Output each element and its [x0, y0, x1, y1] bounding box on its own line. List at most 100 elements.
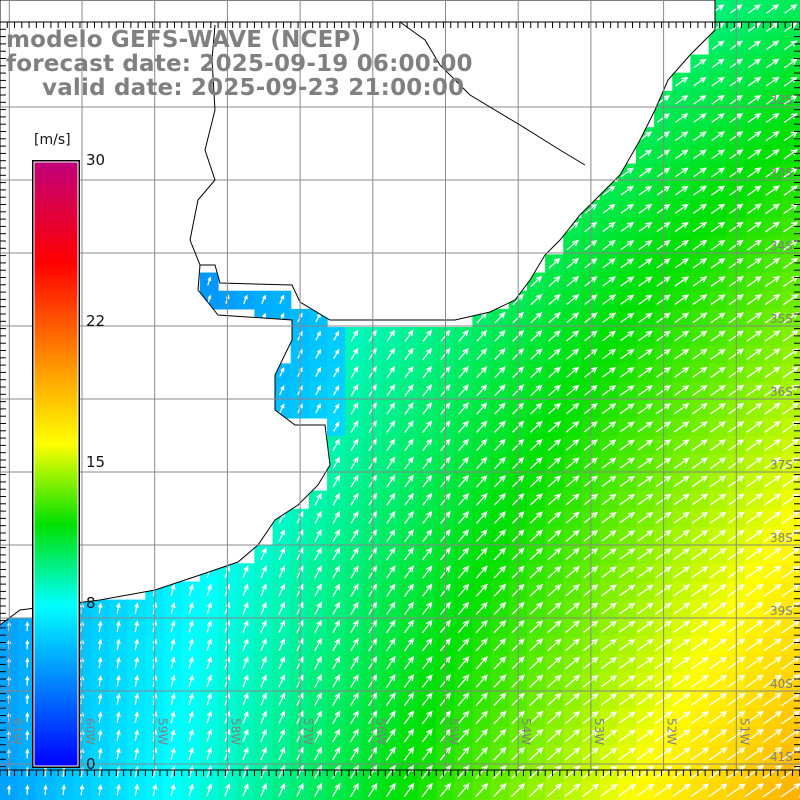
wind-arrow [421, 637, 433, 652]
wind-arrow [242, 565, 249, 579]
wind-arrow [673, 511, 691, 524]
wind-arrow [242, 601, 249, 615]
country-border [399, 21, 586, 166]
wind-arrow [188, 710, 194, 724]
wind-arrow [638, 167, 653, 178]
wind-arrow [188, 728, 194, 742]
wind-arrow [601, 529, 617, 542]
wind-arrow [619, 421, 635, 433]
wind-arrow [386, 601, 396, 616]
wind-arrow [493, 710, 507, 725]
wind-arrow [529, 746, 544, 761]
wind-arrow [764, 366, 781, 379]
wind-arrow [188, 692, 194, 706]
wind-arrow [692, 258, 708, 269]
colorbar-tick-label: 22 [86, 312, 106, 331]
wind-arrow [386, 492, 396, 506]
wind-arrow [673, 493, 690, 506]
wind-arrow [547, 710, 562, 725]
wind-arrow [620, 294, 635, 305]
wind-arrow [691, 620, 709, 633]
wind-arrow [475, 565, 488, 579]
wind-arrow [315, 403, 321, 414]
wind-arrow [422, 438, 433, 452]
wind-arrow [636, 675, 655, 688]
wind-arrow [638, 348, 653, 360]
wind-arrow [350, 438, 359, 452]
wind-arrow [746, 257, 763, 269]
wind-arrow [422, 474, 433, 488]
wind-arrow [134, 783, 140, 796]
wind-arrow [548, 293, 561, 306]
wind-arrow [404, 565, 414, 579]
wind-arrow [475, 674, 488, 688]
wind-arrow [333, 330, 340, 341]
wind-arrow [781, 511, 800, 525]
wind-arrow [350, 528, 359, 543]
wind-arrow [619, 620, 636, 633]
wind-arrow [385, 674, 396, 688]
wind-arrow [493, 656, 507, 670]
wind-arrow [332, 492, 341, 506]
wind-arrow [637, 620, 654, 633]
wind-arrow [333, 348, 340, 359]
wind-arrow [278, 601, 286, 615]
wind-arrow [674, 294, 690, 305]
wind-arrow [566, 330, 580, 342]
wind-arrow [565, 565, 581, 579]
wind-arrow [690, 674, 709, 688]
wind-arrow [278, 619, 286, 633]
wind-arrow [764, 294, 781, 306]
wind-arrow [693, 113, 707, 123]
wind-arrow [763, 565, 782, 579]
wind-arrow [709, 439, 727, 451]
wind-arrow [458, 329, 469, 342]
wind-arrow [673, 529, 691, 542]
wind-arrow [709, 584, 727, 597]
wind-arrow [458, 402, 469, 415]
wind-arrow [620, 167, 634, 178]
wind-arrow [386, 365, 396, 379]
wind-arrow [116, 620, 121, 632]
wind-arrow [565, 656, 581, 670]
wind-arrow [746, 239, 762, 251]
wind-arrow [494, 384, 506, 397]
wind-arrow [529, 456, 543, 470]
wind-arrow [673, 548, 691, 561]
wind-arrow [672, 693, 691, 706]
wind-arrow [618, 656, 636, 670]
wind-arrow [601, 548, 617, 560]
wind-arrow [170, 656, 176, 669]
wind-arrow [206, 746, 213, 760]
wind-arrow [422, 547, 433, 561]
wind-arrow [350, 728, 359, 743]
wind-arrow [404, 365, 414, 379]
wind-arrow [332, 456, 341, 470]
wind-arrow [242, 656, 249, 670]
wind-arrow [367, 782, 378, 798]
wind-arrow [279, 294, 285, 305]
wind-arrow [745, 583, 764, 597]
longitude-label: 55W [447, 718, 461, 745]
wind-arrow [763, 710, 783, 725]
wind-arrow [690, 783, 710, 797]
wind-arrow [637, 457, 654, 469]
wind-arrow [476, 347, 488, 360]
wind-arrow [765, 112, 780, 123]
wind-arrow [672, 729, 691, 743]
wind-arrow [565, 638, 581, 652]
wind-arrow [709, 475, 727, 488]
wind-arrow [457, 619, 470, 634]
wind-arrow [457, 637, 470, 652]
wind-arrow [711, 40, 725, 50]
wind-arrow [672, 747, 691, 761]
wind-arrow [672, 711, 691, 724]
wind-arrow [709, 674, 728, 688]
wind-arrow [528, 783, 544, 798]
wind-arrow [582, 783, 600, 797]
wind-arrow [439, 782, 452, 798]
wind-arrow [674, 239, 689, 251]
wind-arrow [746, 348, 763, 360]
wind-arrow [494, 329, 506, 342]
wind-arrow [421, 782, 433, 798]
